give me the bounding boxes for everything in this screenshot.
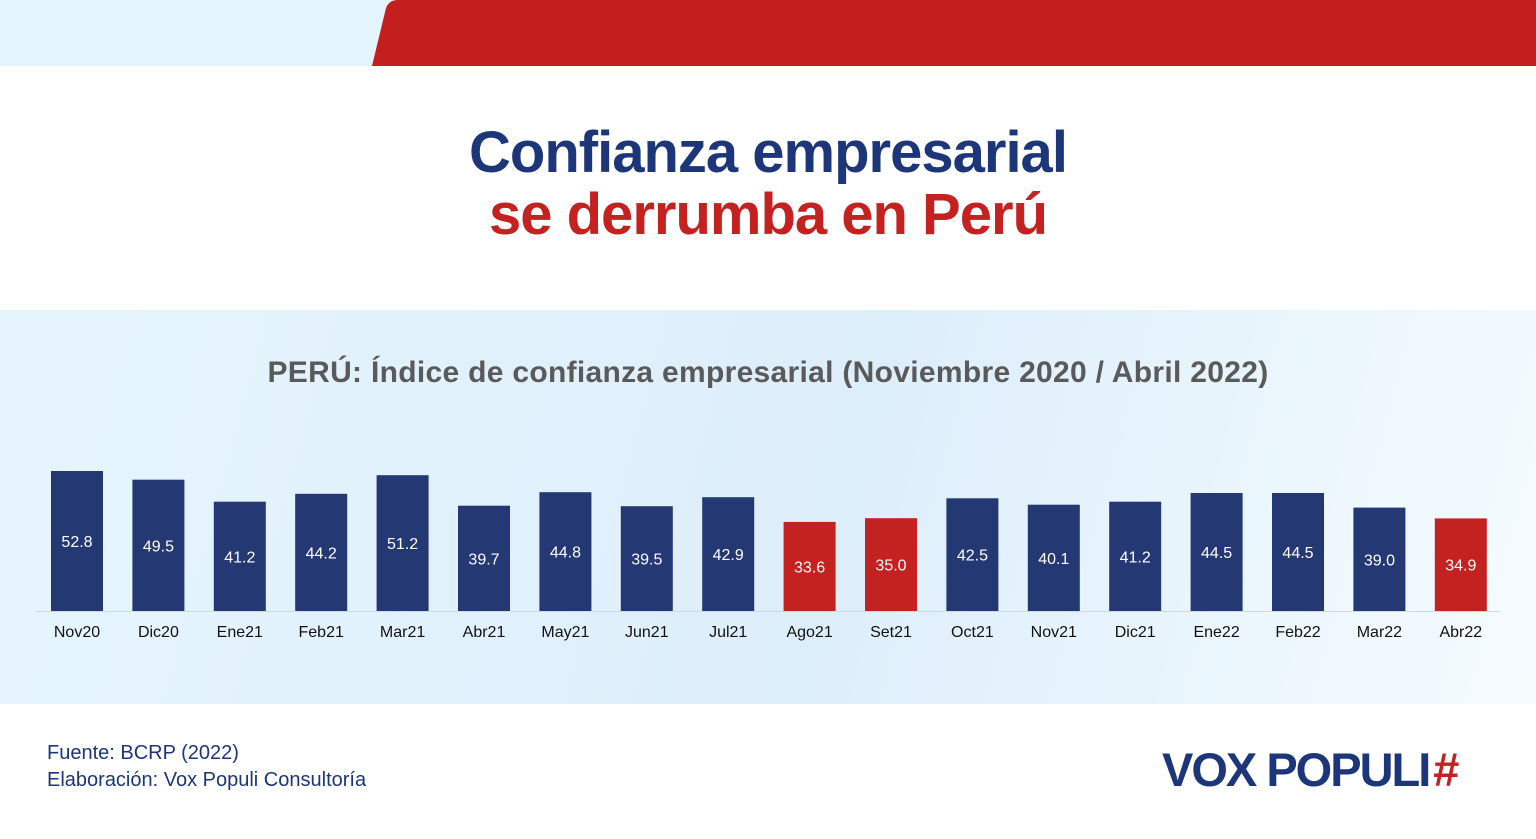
brand-name: VOX POPULI: [1162, 743, 1431, 796]
bar-feb22: [1272, 493, 1324, 611]
tick-label-ene22: Ene22: [1193, 624, 1239, 641]
tick-label-mar22: Mar22: [1357, 624, 1402, 641]
data-label-ene21: 41.2: [224, 549, 255, 566]
bar-ene22: [1190, 493, 1243, 611]
tick-label-abr21: Abr21: [463, 624, 506, 641]
bar-set21: [865, 518, 917, 611]
bar-abr21: [458, 505, 510, 611]
tick-label-abr22: Abr22: [1439, 624, 1482, 641]
tick-label-jul21: Jul21: [709, 624, 747, 641]
tick-label-nov20: Nov20: [54, 624, 100, 641]
data-label-nov21: 40.1: [1038, 551, 1069, 568]
chart-title: PERÚ: Índice de confianza empresarial (N…: [267, 356, 1269, 389]
data-label-jul21: 42.9: [713, 547, 744, 564]
bar-abr22: [1434, 518, 1487, 611]
bar-jun21: [620, 506, 673, 611]
bar-ene21: [213, 501, 266, 611]
data-label-mar22: 39.0: [1364, 552, 1395, 569]
tick-label-dic21: Dic21: [1115, 624, 1156, 641]
bar-dic21: [1109, 501, 1162, 611]
data-label-abr21: 39.7: [468, 551, 499, 568]
bar-dic20: [132, 479, 185, 611]
data-label-set21: 35.0: [875, 558, 906, 575]
chart-panel: PERÚ: Índice de confianza empresarial (N…: [0, 310, 1536, 704]
bar-mar21: [376, 475, 429, 611]
tick-label-set21: Set21: [870, 624, 912, 641]
bar-ago21: [783, 521, 836, 611]
data-label-ene22: 44.5: [1201, 545, 1232, 562]
footer-source: Fuente: BCRP (2022) Elaboración: Vox Pop…: [47, 740, 366, 794]
top-band-red: [372, 0, 1536, 66]
credit-text: Elaboración: Vox Populi Consultoría: [47, 769, 367, 791]
bar-jul21: [702, 497, 755, 611]
tick-label-may21: May21: [541, 624, 589, 641]
data-label-mar21: 51.2: [387, 536, 418, 553]
tick-label-mar21: Mar21: [380, 624, 425, 641]
bar-nov20: [51, 471, 103, 611]
top-decorative-band: [0, 0, 1536, 66]
data-label-dic20: 49.5: [143, 538, 174, 555]
source-text: Fuente: BCRP (2022): [47, 742, 239, 764]
data-label-jun21: 39.5: [631, 552, 662, 569]
bar-feb21: [295, 493, 348, 611]
headline: Confianza empresarial se derrumba en Per…: [0, 122, 1536, 246]
brand-logo: VOX POPULI#: [1162, 743, 1459, 796]
brand-mark: #: [1433, 743, 1459, 796]
data-label-dic21: 41.2: [1120, 549, 1151, 566]
data-label-nov20: 52.8: [61, 534, 92, 551]
headline-line-2: se derrumba en Perú: [489, 182, 1048, 247]
tick-label-dic20: Dic20: [138, 624, 179, 641]
data-label-oct21: 42.5: [957, 548, 988, 565]
bar-chart: 52.8 Nov20 49.5 Dic20 41.2 Ene21 44.2 Feb21 51.2…: [36, 471, 1500, 641]
tick-label-jun21: Jun21: [625, 624, 669, 641]
data-label-ago21: 33.6: [794, 559, 825, 576]
data-label-may21: 44.8: [550, 545, 581, 562]
bar-nov21: [1027, 504, 1080, 611]
data-label-feb21: 44.2: [306, 545, 337, 562]
bar-oct21: [946, 498, 999, 611]
tick-label-nov21: Nov21: [1031, 624, 1077, 641]
bar-mar22: [1353, 507, 1406, 611]
tick-label-feb22: Feb22: [1275, 624, 1320, 641]
tick-label-feb21: Feb21: [299, 624, 344, 641]
tick-label-ene21: Ene21: [217, 624, 263, 641]
headline-line-1: Confianza empresarial: [469, 120, 1068, 185]
tick-label-oct21: Oct21: [951, 624, 994, 641]
bar-may21: [539, 492, 592, 611]
data-label-feb22: 44.5: [1282, 545, 1313, 562]
data-label-abr22: 34.9: [1445, 558, 1476, 575]
tick-label-ago21: Ago21: [786, 624, 832, 641]
